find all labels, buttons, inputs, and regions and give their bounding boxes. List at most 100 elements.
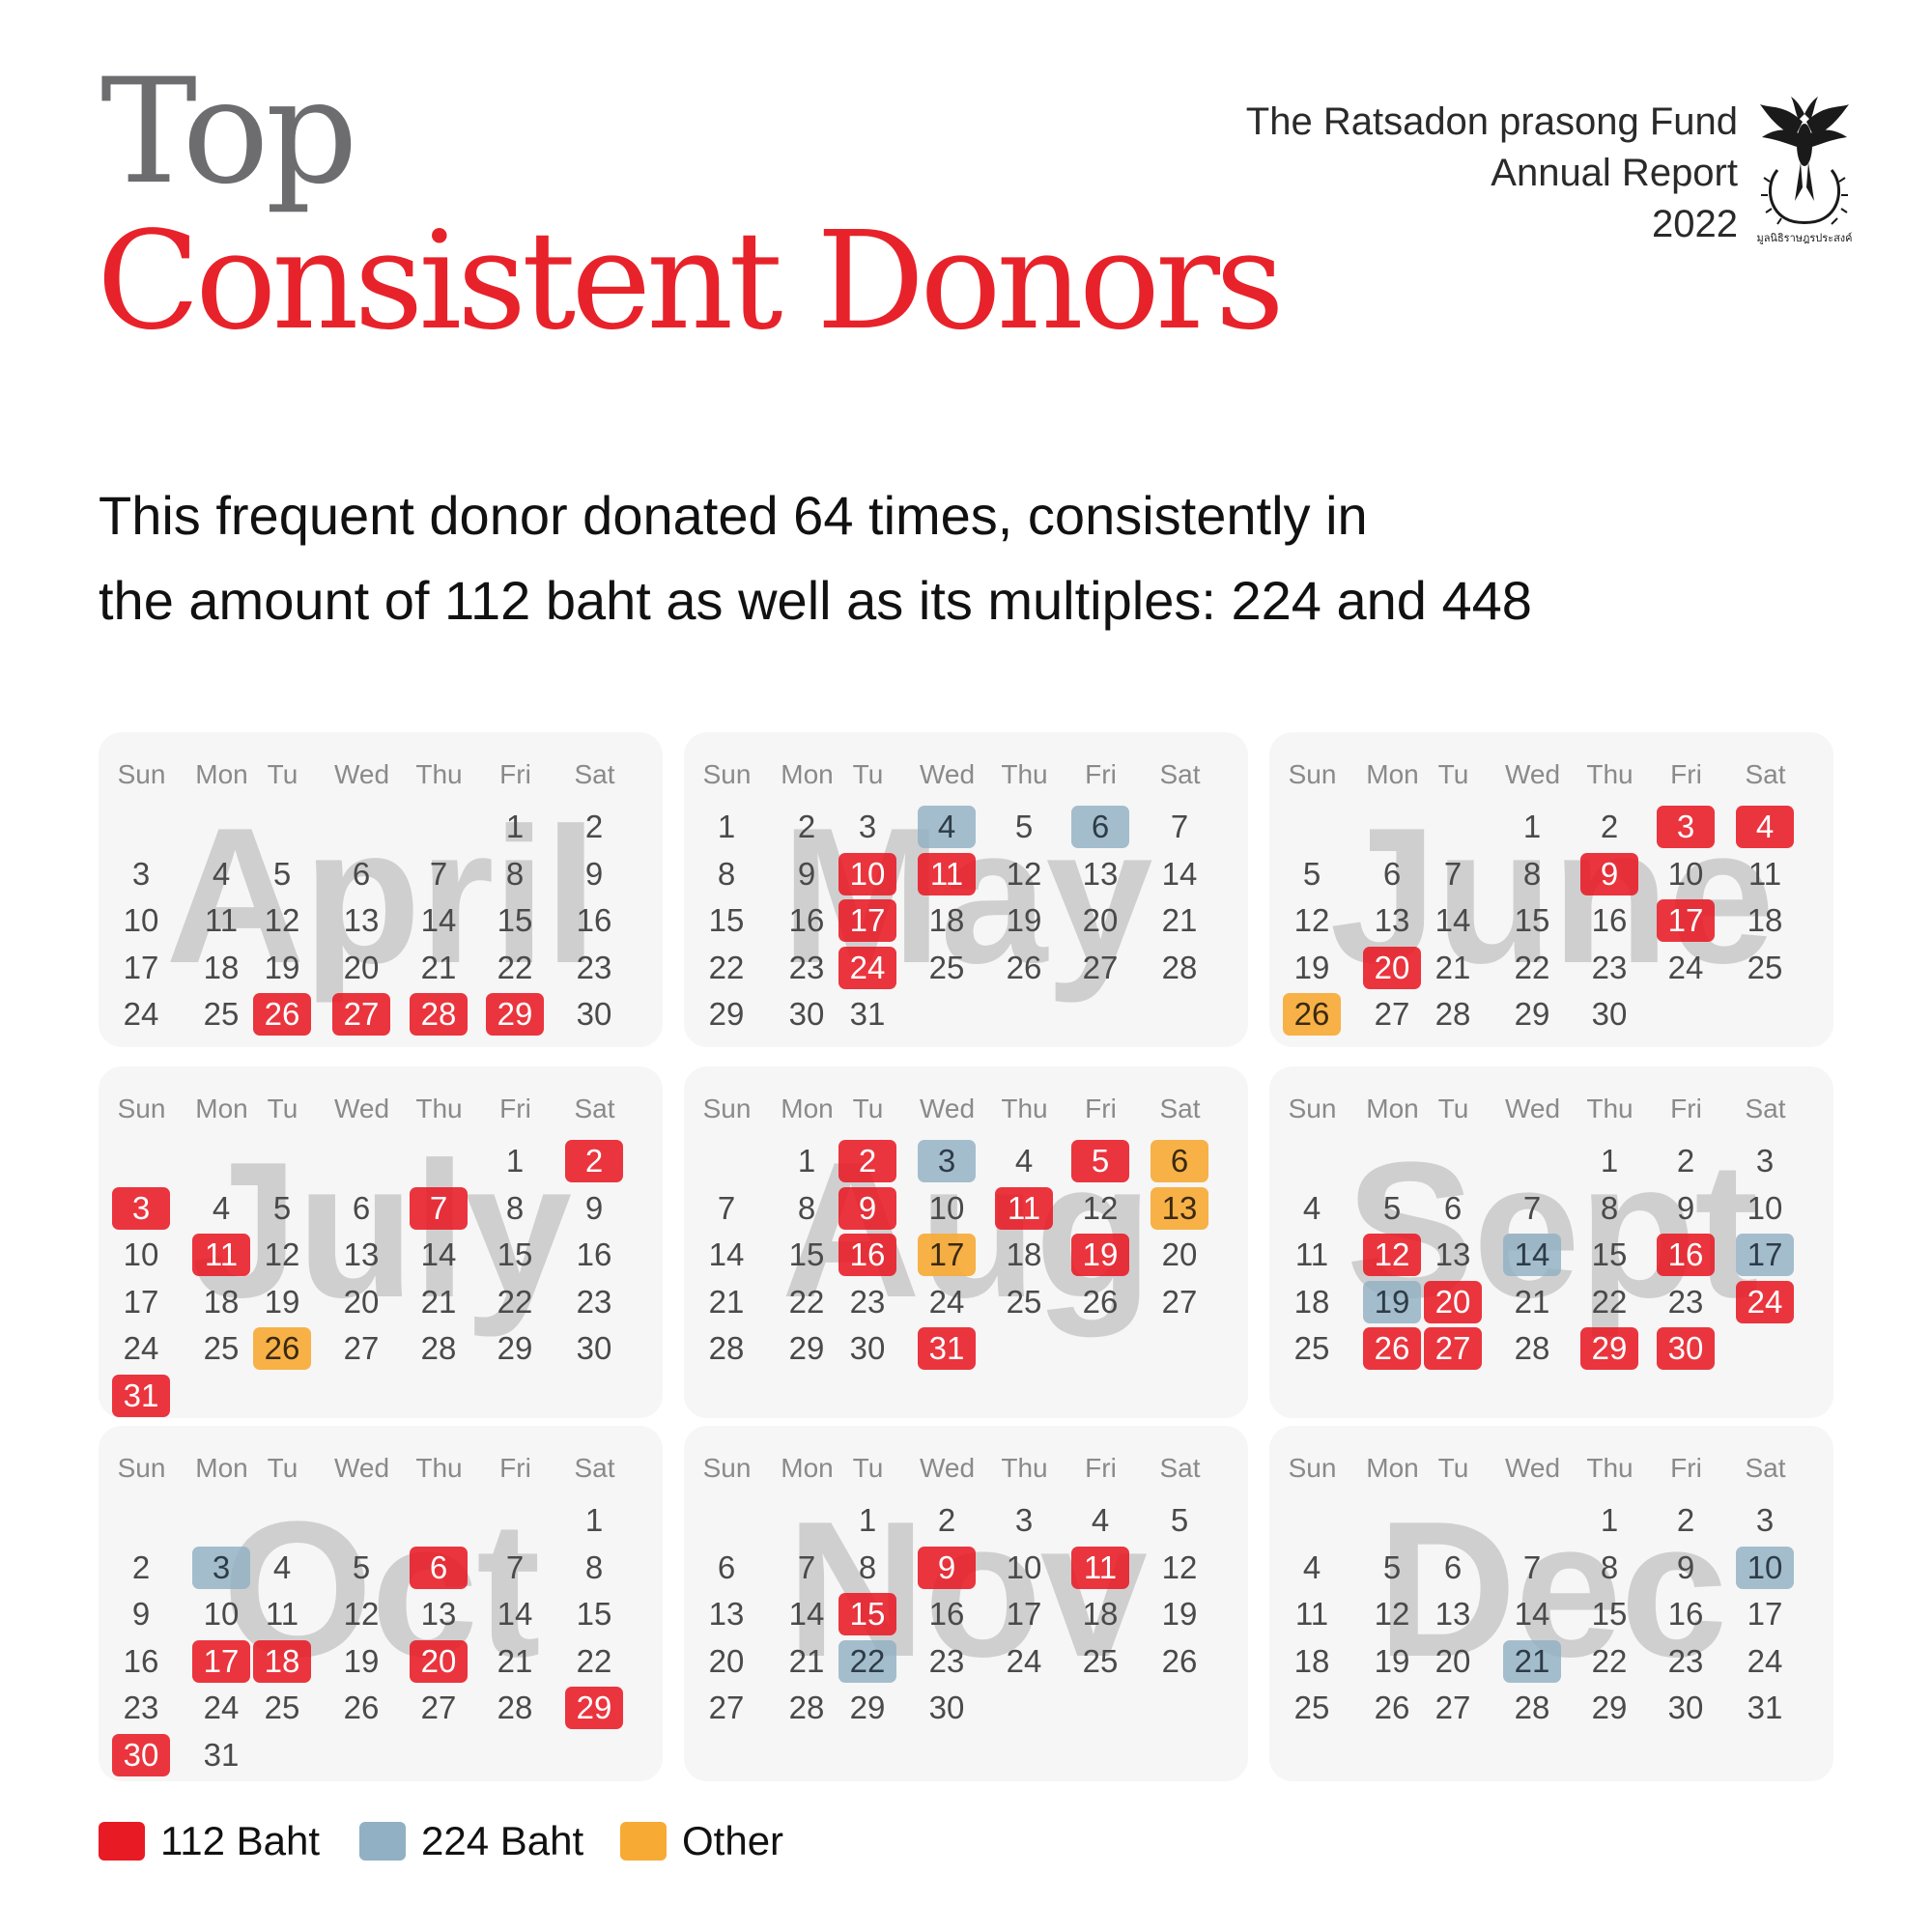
calendar-day: 6 xyxy=(717,1548,736,1585)
calendar-day: 27 xyxy=(343,1330,380,1366)
weekday-header: Sun Mon Tu Wed Thu Fri Sat xyxy=(99,759,663,794)
calendar-day: 5 xyxy=(1382,1548,1402,1585)
calendar-day: 31 xyxy=(203,1736,240,1773)
month-calendar-nov: Nov Sun Mon Tu Wed Thu Fri Sat 1 2 3 4 5 6 7 8 9 10 11 12 13… xyxy=(684,1426,1248,1781)
donation-day-red: 7 xyxy=(410,1186,468,1230)
donation-day-red: 16 xyxy=(838,1234,896,1276)
donation-day-red: 29 xyxy=(486,993,544,1036)
weekday-label: Fri xyxy=(499,1094,531,1123)
calendar-day: 20 xyxy=(343,949,380,985)
calendar-day: 21 xyxy=(788,1642,825,1679)
calendar-day: 22 xyxy=(708,949,745,985)
calendar-day: 11 xyxy=(1294,1596,1329,1632)
subtitle: This frequent donor donated 64 times, co… xyxy=(99,473,1837,643)
calendar-day: 20 xyxy=(1435,1642,1471,1679)
calendar-day: 1 xyxy=(505,809,525,844)
calendar-day: 17 xyxy=(123,949,159,985)
donation-day-orange: 26 xyxy=(253,1327,311,1370)
legend-swatch-red xyxy=(99,1822,145,1861)
calendar-day: 17 xyxy=(123,1283,159,1320)
calendar-day: 26 xyxy=(1082,1283,1119,1320)
calendar-day: 16 xyxy=(123,1642,159,1679)
calendar-day: 27 xyxy=(420,1690,457,1725)
calendar-day: 22 xyxy=(788,1283,825,1320)
weekday-label: Fri xyxy=(499,1453,531,1483)
calendar-day: 27 xyxy=(1374,996,1410,1032)
weekday-label: Wed xyxy=(919,1453,976,1483)
calendar-day: 1 xyxy=(717,809,736,844)
calendar-day: 14 xyxy=(788,1596,825,1632)
weekday-label: Fri xyxy=(1670,1094,1702,1123)
calendar-day: 23 xyxy=(1667,1283,1704,1320)
month-calendar-june: June Sun Mon Tu Wed Thu Fri Sat 1 2 3 4 5 6 7 8 9 10 11 12 1… xyxy=(1269,732,1833,1047)
donation-day-red: 26 xyxy=(1363,1327,1421,1370)
calendar-day: 25 xyxy=(928,949,965,985)
calendar-day: 18 xyxy=(203,1283,240,1320)
donation-day-red: 31 xyxy=(918,1327,976,1370)
weekday-label: Wed xyxy=(1504,1453,1561,1483)
calendar-day: 2 xyxy=(937,1502,956,1538)
calendar-day: 28 xyxy=(420,1330,457,1366)
weekday-header: Sun Mon Tu Wed Thu Fri Sat xyxy=(684,1453,1248,1488)
calendar-day: 29 xyxy=(849,1690,886,1725)
donation-day-red: 31 xyxy=(112,1374,170,1417)
calendar-day: 12 xyxy=(343,1596,380,1632)
weekday-label: Tu xyxy=(852,759,884,789)
calendar-day: 15 xyxy=(497,902,533,938)
weekday-label: Tu xyxy=(1437,759,1469,789)
calendar-day: 8 xyxy=(797,1189,816,1226)
calendar-day: 4 xyxy=(272,1548,292,1585)
calendar-day: 24 xyxy=(1667,949,1704,985)
calendar-day: 14 xyxy=(497,1596,533,1632)
calendar-day: 3 xyxy=(1014,1502,1034,1538)
calendar-day: 18 xyxy=(1082,1596,1119,1632)
calendar-day: 9 xyxy=(797,855,816,892)
calendar-day: 21 xyxy=(420,1283,457,1320)
calendar-day: 6 xyxy=(1443,1189,1463,1226)
calendar-day: 22 xyxy=(576,1642,612,1679)
calendar-day: 29 xyxy=(708,996,745,1032)
calendar-day: 8 xyxy=(505,1189,525,1226)
weekday-label: Sat xyxy=(1159,1453,1201,1483)
calendar-day: 14 xyxy=(1514,1596,1550,1632)
calendar-day: 28 xyxy=(1514,1330,1550,1366)
calendar-day: 1 xyxy=(584,1502,604,1538)
calendar-day: 11 xyxy=(204,902,239,938)
weekday-label: Sun xyxy=(117,759,166,789)
weekday-label: Fri xyxy=(499,759,531,789)
calendar-day: 12 xyxy=(264,902,300,938)
month-calendar-dec: Dec Sun Mon Tu Wed Thu Fri Sat 1 2 3 4 5 6 7 8 9 10 11 12 13… xyxy=(1269,1426,1833,1781)
calendar-day: 22 xyxy=(497,1283,533,1320)
donation-day-red: 20 xyxy=(410,1639,468,1683)
calendar-day: 1 xyxy=(797,1143,816,1179)
weekday-label: Sat xyxy=(1745,759,1786,789)
calendar-day: 5 xyxy=(1170,1502,1189,1538)
calendar-day: 4 xyxy=(1302,1548,1321,1585)
weekday-label: Thu xyxy=(415,1094,463,1123)
phoenix-emblem-icon: มูลนิธิราษฎรประสงค์ xyxy=(1756,97,1853,244)
calendar-day: 19 xyxy=(343,1642,380,1679)
weekday-label: Sat xyxy=(1159,759,1201,789)
weekday-label: Wed xyxy=(333,759,390,789)
calendar-day: 7 xyxy=(1522,1189,1542,1226)
month-calendar-april: April Sun Mon Tu Wed Thu Fri Sat 1 2 3 4 5 6 7 8 9 10 11 12… xyxy=(99,732,663,1047)
weekday-label: Wed xyxy=(919,759,976,789)
legend-label: 224 Baht xyxy=(421,1818,584,1863)
weekday-label: Sun xyxy=(1288,1094,1337,1123)
calendar-day: 12 xyxy=(1006,855,1042,892)
calendar-day: 18 xyxy=(203,949,240,985)
donation-day-blue: 22 xyxy=(838,1639,896,1683)
report-fund-name: The Ratsadon prasong Fund xyxy=(1245,100,1738,143)
month-calendar-aug: Aug Sun Mon Tu Wed Thu Fri Sat 1 2 3 4 5 6 7 8 9 10 11 12 13… xyxy=(684,1066,1248,1418)
weekday-label: Fri xyxy=(1670,759,1702,789)
calendar-day: 29 xyxy=(1591,1690,1628,1725)
weekday-label: Thu xyxy=(1001,759,1048,789)
calendar-day: 9 xyxy=(584,1189,604,1226)
weekday-label: Sat xyxy=(574,1453,615,1483)
weekday-label: Sat xyxy=(574,1094,615,1123)
calendar-day: 3 xyxy=(1755,1143,1775,1179)
donation-day-red: 17 xyxy=(838,899,896,942)
month-calendar-oct: Oct Sun Mon Tu Wed Thu Fri Sat 1 2 3 4 5 6 7 8 9 10 11 12 13… xyxy=(99,1426,663,1781)
donation-day-red: 18 xyxy=(253,1639,311,1683)
calendar-day: 16 xyxy=(576,902,612,938)
